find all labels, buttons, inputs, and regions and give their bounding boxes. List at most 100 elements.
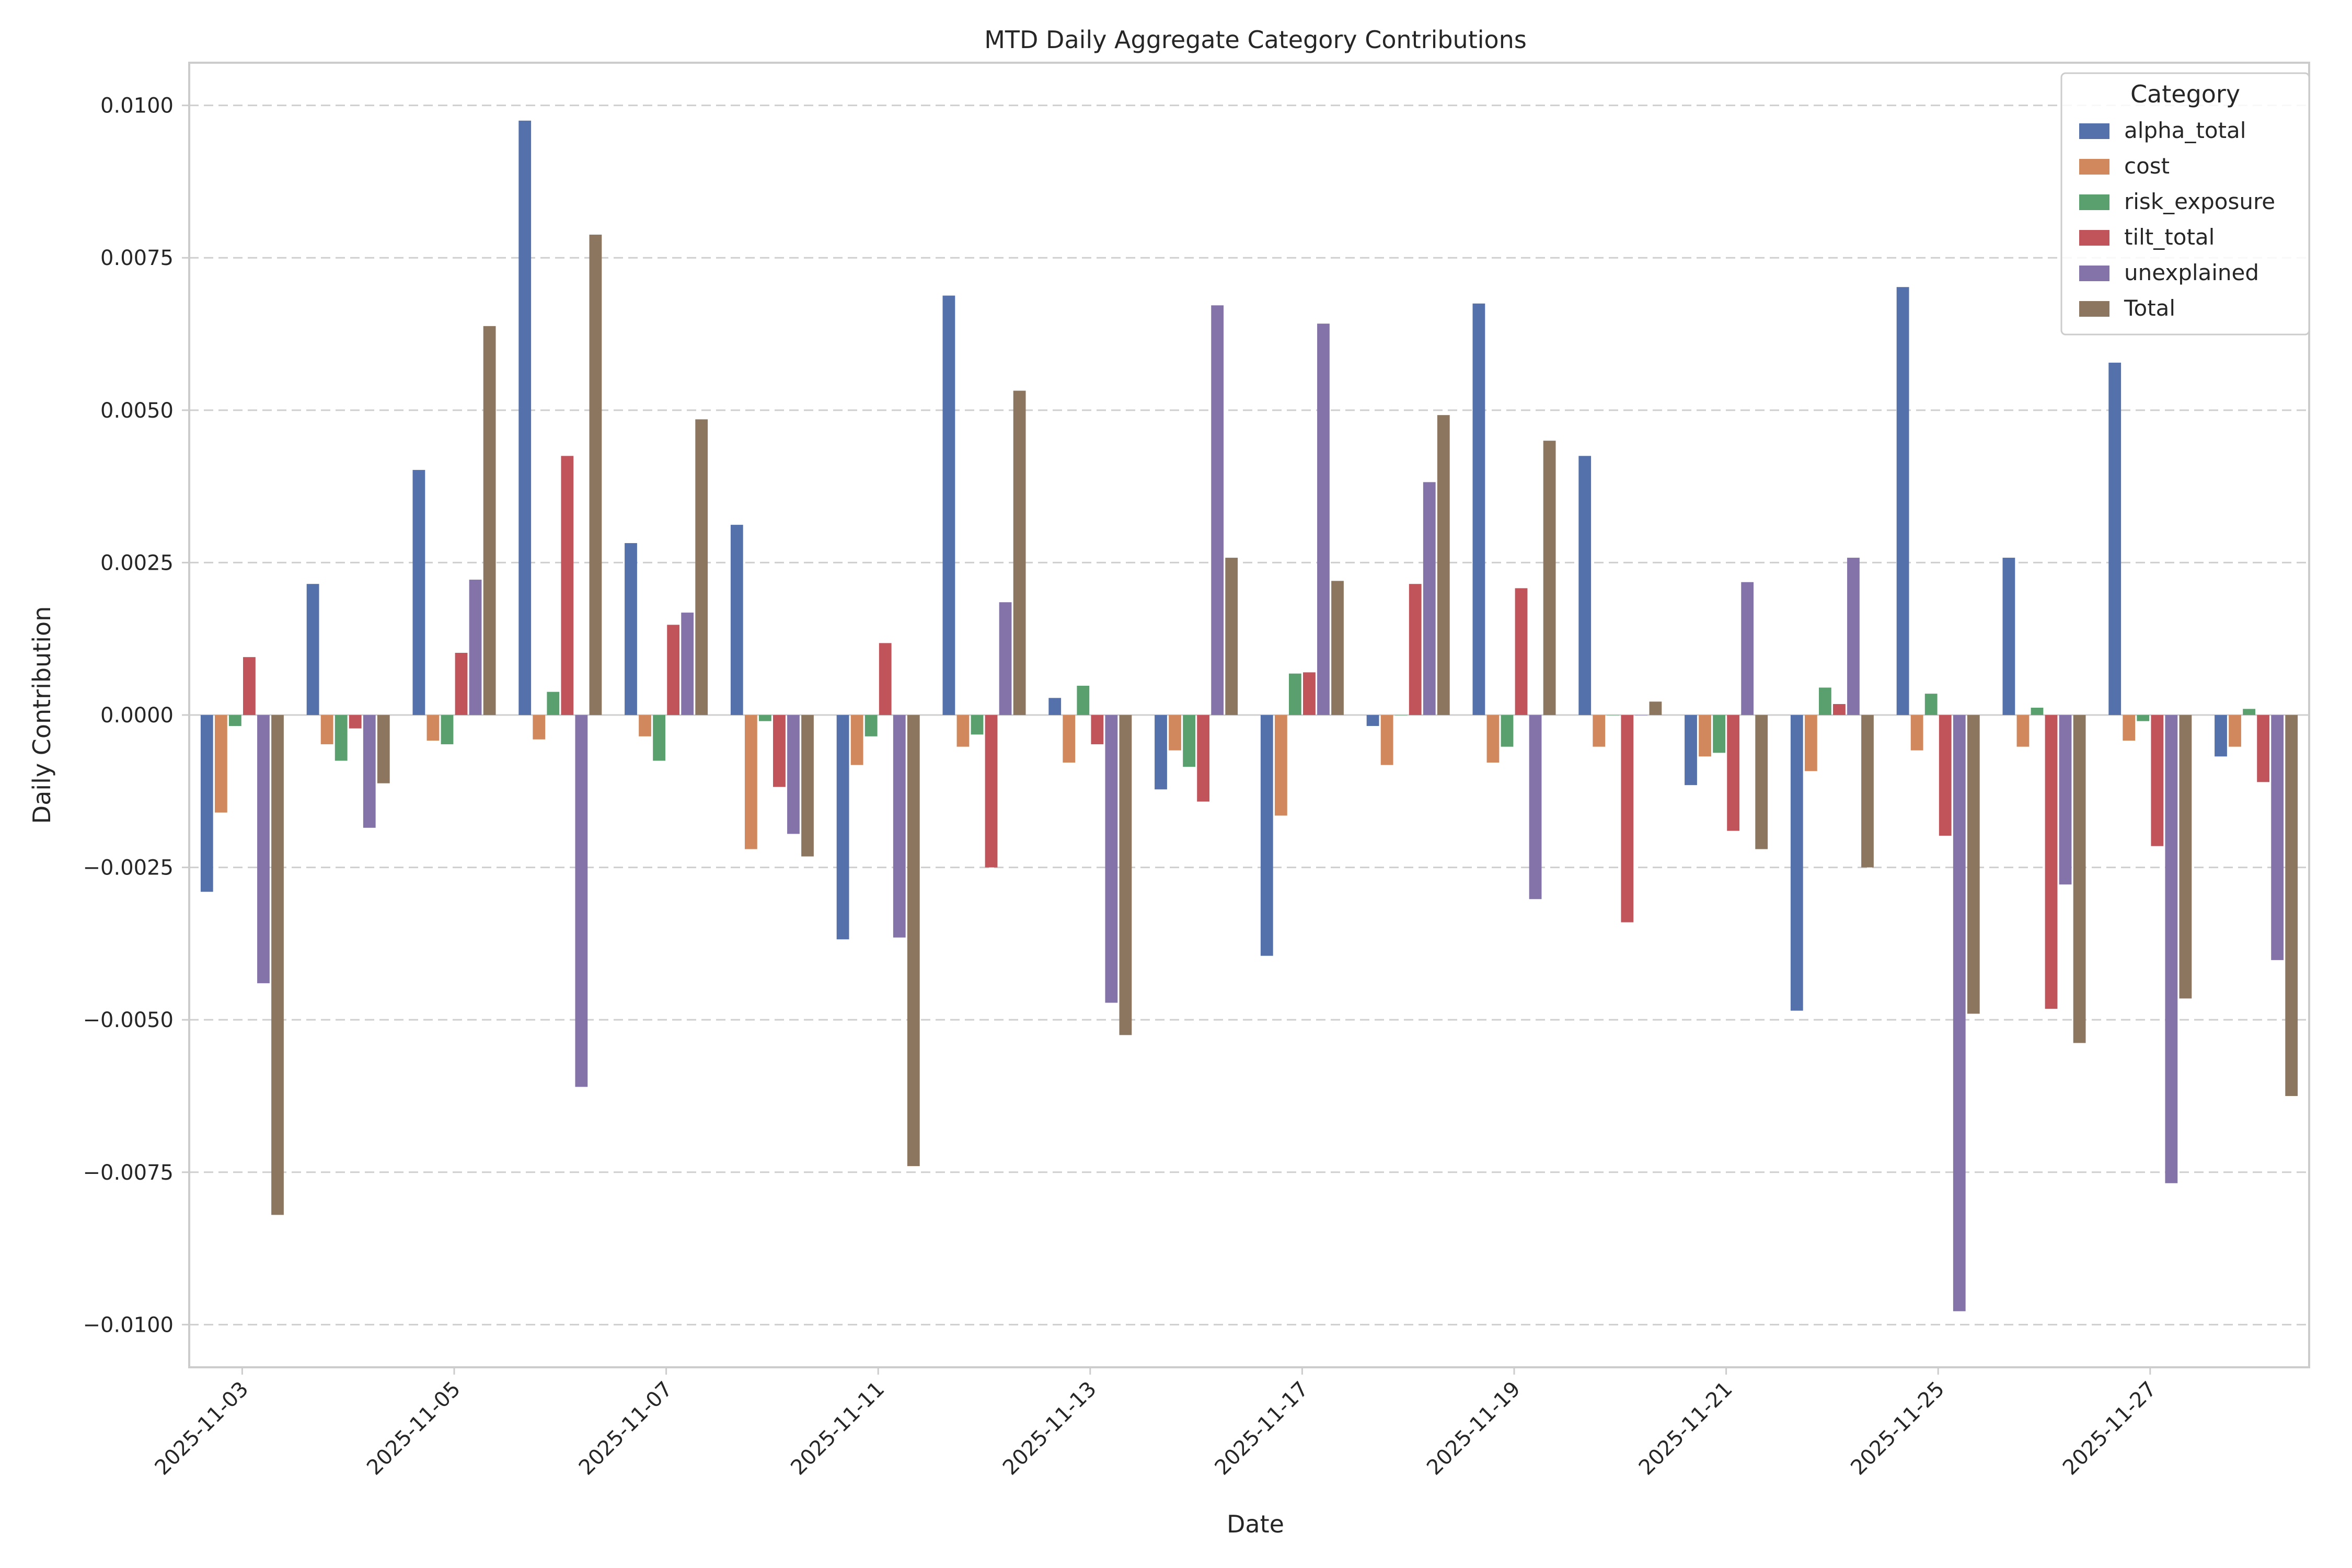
bar-unexplained-2025-11-12 <box>999 602 1012 715</box>
bar-total-2025-11-03 <box>271 715 284 1215</box>
bar-risk_exposure-2025-11-26 <box>2031 708 2044 715</box>
bar-unexplained-2025-11-21 <box>1741 582 1754 715</box>
bar-tilt_total-2025-11-05 <box>455 653 468 715</box>
legend-label-total: Total <box>2124 295 2175 321</box>
bar-unexplained-2025-11-25 <box>1953 715 1966 1311</box>
bar-total-2025-11-24 <box>1861 715 1874 868</box>
bar-unexplained-2025-11-17 <box>1317 324 1330 715</box>
bar-total-2025-11-17 <box>1331 581 1344 715</box>
bar-risk_exposure-2025-11-12 <box>971 715 984 735</box>
y-tick-label: 0.0075 <box>100 246 174 270</box>
bar-alpha_total-2025-11-28 <box>2215 715 2227 757</box>
bar-unexplained-2025-11-11 <box>893 715 906 938</box>
bar-tilt_total-2025-11-12 <box>985 715 998 868</box>
bar-total-2025-11-18 <box>1437 415 1450 715</box>
bar-risk_exposure-2025-11-10 <box>758 715 771 721</box>
bar-unexplained-2025-11-18 <box>1423 482 1436 715</box>
legend-swatch-alpha_total <box>2079 123 2109 139</box>
bar-total-2025-11-26 <box>2073 715 2086 1043</box>
bar-total-2025-11-19 <box>1543 441 1556 715</box>
bar-total-2025-11-21 <box>1755 715 1768 849</box>
y-tick-label: 0.0050 <box>100 399 174 423</box>
bar-tilt_total-2025-11-11 <box>879 643 892 715</box>
bar-risk_exposure-2025-11-06 <box>547 691 560 715</box>
bar-unexplained-2025-11-03 <box>257 715 270 984</box>
bar-risk_exposure-2025-11-17 <box>1288 673 1301 715</box>
bar-unexplained-2025-11-05 <box>469 580 482 715</box>
bar-risk_exposure-2025-11-04 <box>335 715 348 761</box>
bar-unexplained-2025-11-27 <box>2165 715 2178 1183</box>
bar-tilt_total-2025-11-21 <box>1727 715 1740 831</box>
bar-total-2025-11-10 <box>801 715 814 857</box>
legend-label-alpha_total: alpha_total <box>2124 118 2246 143</box>
bar-cost-2025-11-06 <box>533 715 546 740</box>
bar-unexplained-2025-11-14 <box>1211 305 1224 715</box>
legend-label-tilt_total: tilt_total <box>2124 224 2215 250</box>
bar-unexplained-2025-11-26 <box>2059 715 2072 885</box>
legend-box <box>2060 72 2310 336</box>
bar-cost-2025-11-26 <box>2016 715 2030 747</box>
bar-alpha_total-2025-11-19 <box>1472 303 1485 715</box>
bar-alpha_total-2025-11-14 <box>1155 715 1167 790</box>
bar-alpha_total-2025-11-27 <box>2108 362 2122 715</box>
y-tick-label: −0.0075 <box>83 1161 174 1185</box>
bar-total-2025-11-27 <box>2179 715 2192 999</box>
bar-cost-2025-11-25 <box>1910 715 1923 751</box>
bar-alpha_total-2025-11-12 <box>942 295 955 715</box>
bar-alpha_total-2025-11-20 <box>1578 456 1592 715</box>
bar-risk_exposure-2025-11-05 <box>441 715 454 744</box>
y-axis-title: Daily Contribution <box>28 606 56 824</box>
legend-swatch-tilt_total <box>2079 230 2109 246</box>
bar-unexplained-2025-11-07 <box>681 613 694 715</box>
bar-alpha_total-2025-11-10 <box>730 525 743 715</box>
bar-tilt_total-2025-11-19 <box>1515 588 1528 715</box>
bar-tilt_total-2025-11-06 <box>561 456 574 715</box>
bar-risk_exposure-2025-11-14 <box>1183 715 1195 767</box>
bar-total-2025-11-25 <box>1967 715 1980 1014</box>
y-tick-label: −0.0025 <box>83 856 174 880</box>
legend-swatch-total <box>2079 301 2109 317</box>
bar-tilt_total-2025-11-28 <box>2257 715 2270 782</box>
bar-total-2025-11-13 <box>1119 715 1132 1035</box>
bar-tilt_total-2025-11-13 <box>1091 715 1104 744</box>
bar-unexplained-2025-11-13 <box>1105 715 1118 1003</box>
bar-total-2025-11-14 <box>1225 558 1238 715</box>
bar-cost-2025-11-11 <box>850 715 863 765</box>
bar-tilt_total-2025-11-04 <box>349 715 362 729</box>
bar-cost-2025-11-21 <box>1699 715 1711 757</box>
legend-swatch-unexplained <box>2079 266 2109 281</box>
bar-alpha_total-2025-11-21 <box>1685 715 1697 786</box>
bar-risk_exposure-2025-11-27 <box>2137 715 2150 721</box>
bar-risk_exposure-2025-11-28 <box>2243 709 2255 715</box>
bar-alpha_total-2025-11-25 <box>1896 287 1909 715</box>
legend-label-unexplained: unexplained <box>2124 260 2259 285</box>
bar-unexplained-2025-11-28 <box>2271 715 2284 960</box>
bar-risk_exposure-2025-11-03 <box>228 715 241 726</box>
bar-unexplained-2025-11-04 <box>363 715 376 828</box>
bar-total-2025-11-11 <box>907 715 920 1167</box>
bar-risk_exposure-2025-11-11 <box>864 715 878 736</box>
bar-risk_exposure-2025-11-25 <box>1924 694 1938 715</box>
bar-cost-2025-11-27 <box>2123 715 2136 741</box>
bar-tilt_total-2025-11-14 <box>1197 715 1210 802</box>
bar-unexplained-2025-11-06 <box>575 715 588 1087</box>
legend-label-cost: cost <box>2124 153 2170 179</box>
bars <box>200 120 2298 1311</box>
bar-cost-2025-11-13 <box>1063 715 1076 763</box>
bar-total-2025-11-12 <box>1013 390 1026 715</box>
y-tick-label: −0.0100 <box>83 1313 174 1337</box>
chart-title: MTD Daily Aggregate Category Contributio… <box>984 26 1527 54</box>
bar-alpha_total-2025-11-17 <box>1260 715 1273 956</box>
bar-cost-2025-11-19 <box>1486 715 1500 763</box>
legend-title: Category <box>2130 80 2240 108</box>
bar-total-2025-11-05 <box>483 326 496 715</box>
bar-total-2025-11-20 <box>1649 701 1662 715</box>
bar-tilt_total-2025-11-03 <box>243 657 256 715</box>
bar-total-2025-11-06 <box>589 234 602 716</box>
bar-risk_exposure-2025-11-18 <box>1394 715 1408 716</box>
bar-cost-2025-11-12 <box>956 715 970 747</box>
bar-risk_exposure-2025-11-21 <box>1713 715 1725 753</box>
bar-alpha_total-2025-11-11 <box>836 715 849 940</box>
